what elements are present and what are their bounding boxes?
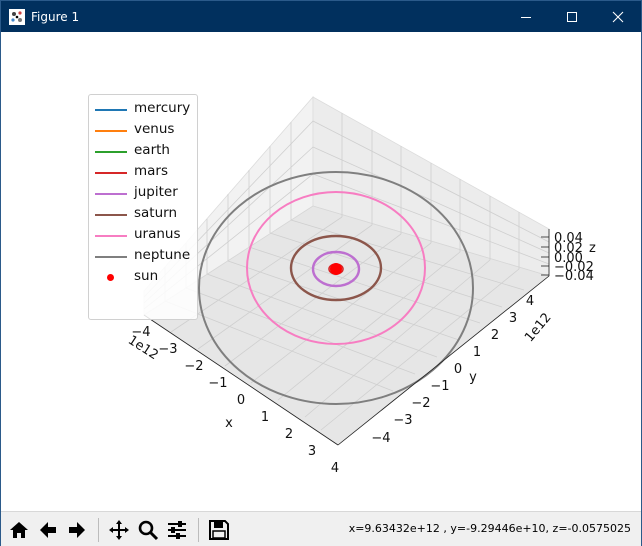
x-tick-label: 1 — [261, 410, 269, 425]
legend-line-swatch — [95, 130, 127, 132]
x-tick-label: −2 — [184, 359, 203, 374]
home-button[interactable] — [5, 516, 33, 544]
y-tick-label: −3 — [393, 413, 412, 428]
z-tick-label: 0.00 — [554, 251, 583, 266]
x-axis-label: x — [225, 416, 233, 431]
configure-subplots-button[interactable] — [163, 516, 191, 544]
legend-item: jupiter — [89, 183, 195, 204]
legend-line-swatch — [95, 151, 127, 153]
z-tick-label: −0.02 — [554, 260, 594, 275]
y-axis-label: y — [469, 370, 477, 385]
z-tick-label: −0.04 — [554, 269, 594, 284]
home-icon — [10, 522, 28, 538]
legend-item: neptune — [89, 246, 195, 267]
maximize-button[interactable] — [549, 1, 595, 32]
figure-canvas[interactable]: −4 −3 −2 −1 0 1 2 3 4 x 1e12 −4 −3 −2 −1… — [1, 32, 641, 509]
toolbar-separator — [198, 518, 199, 542]
x-tick-label: 0 — [237, 393, 245, 408]
y-axis-offset: 1e12 — [522, 310, 555, 345]
x-tick-label: −3 — [158, 342, 177, 357]
save-icon — [209, 520, 229, 540]
legend-label: neptune — [134, 247, 191, 263]
legend-item: venus — [89, 120, 195, 141]
orbit-neptune — [198, 171, 474, 405]
legend-item: mars — [89, 162, 195, 183]
legend: mercury venus earth mars jupiter saturn — [88, 94, 198, 320]
pan-icon — [109, 520, 129, 540]
legend-label: earth — [134, 142, 170, 158]
legend-label: mars — [134, 163, 169, 179]
close-icon — [612, 11, 624, 22]
minimize-icon — [521, 16, 531, 18]
save-button[interactable] — [205, 516, 233, 544]
matplotlib-figure-icon — [9, 8, 25, 25]
legend-line-swatch — [95, 193, 127, 195]
z-tick-label: 0.04 — [554, 231, 583, 246]
zoom-icon — [138, 520, 159, 541]
orbit-jupiter — [311, 250, 361, 288]
toolbar-separator — [98, 518, 99, 542]
navigation-toolbar: x=9.63432e+12 , y=-9.29446e+10, z=-0.057… — [1, 511, 641, 546]
y-tick-label: −1 — [430, 379, 449, 394]
legend-item: saturn — [89, 204, 195, 225]
legend-item: sun — [89, 267, 195, 288]
sun-marker — [330, 263, 342, 275]
window-title: Figure 1 — [31, 9, 80, 24]
legend-label: sun — [134, 268, 159, 284]
legend-label: uranus — [134, 226, 181, 242]
legend-line-swatch — [95, 256, 127, 258]
close-button[interactable] — [595, 1, 641, 32]
y-tick-label: 1 — [473, 345, 481, 360]
z-tick-label: 0.02 — [554, 241, 583, 256]
title-bar[interactable]: Figure 1 — [1, 1, 641, 32]
legend-label: mercury — [134, 100, 191, 116]
legend-label: venus — [134, 121, 175, 137]
y-tick-label: 0 — [454, 362, 462, 377]
minimize-button[interactable] — [503, 1, 549, 32]
legend-label: jupiter — [134, 184, 178, 200]
y-tick-label: −2 — [411, 396, 430, 411]
forward-icon — [69, 522, 85, 538]
z-axis: 0.04 0.02 0.00 −0.02 −0.04 z — [541, 229, 596, 284]
legend-line-swatch — [95, 109, 127, 111]
x-tick-label: 3 — [308, 444, 316, 459]
legend-line-swatch — [95, 235, 127, 237]
x-axis: −4 −3 −2 −1 0 1 2 3 4 x 1e12 — [125, 314, 339, 476]
cursor-coordinates: x=9.63432e+12 , y=-9.29446e+10, z=-0.057… — [348, 522, 631, 535]
zoom-button[interactable] — [134, 516, 162, 544]
legend-label: saturn — [134, 205, 178, 221]
x-tick-label: 4 — [331, 461, 339, 476]
y-tick-label: 2 — [491, 328, 499, 343]
orbit-saturn — [289, 234, 383, 302]
legend-line-swatch — [95, 214, 127, 216]
legend-item: mercury — [89, 99, 195, 120]
z-axis-label: z — [589, 241, 596, 256]
legend-item: earth — [89, 141, 195, 162]
maximize-icon — [567, 11, 577, 22]
y-tick-label: 4 — [526, 294, 534, 309]
orbit-uranus — [246, 191, 426, 345]
legend-item: uranus — [89, 225, 195, 246]
x-tick-label: −4 — [131, 325, 150, 340]
legend-dot-swatch — [107, 274, 114, 281]
x-tick-label: 2 — [285, 427, 293, 442]
y-tick-label: 3 — [509, 311, 517, 326]
back-icon — [40, 522, 56, 538]
configure-subplots-icon — [168, 521, 186, 539]
y-tick-label: −4 — [371, 431, 390, 446]
legend-line-swatch — [95, 172, 127, 174]
x-tick-label: −1 — [208, 376, 227, 391]
back-button[interactable] — [34, 516, 62, 544]
pan-button[interactable] — [105, 516, 133, 544]
forward-button[interactable] — [63, 516, 91, 544]
